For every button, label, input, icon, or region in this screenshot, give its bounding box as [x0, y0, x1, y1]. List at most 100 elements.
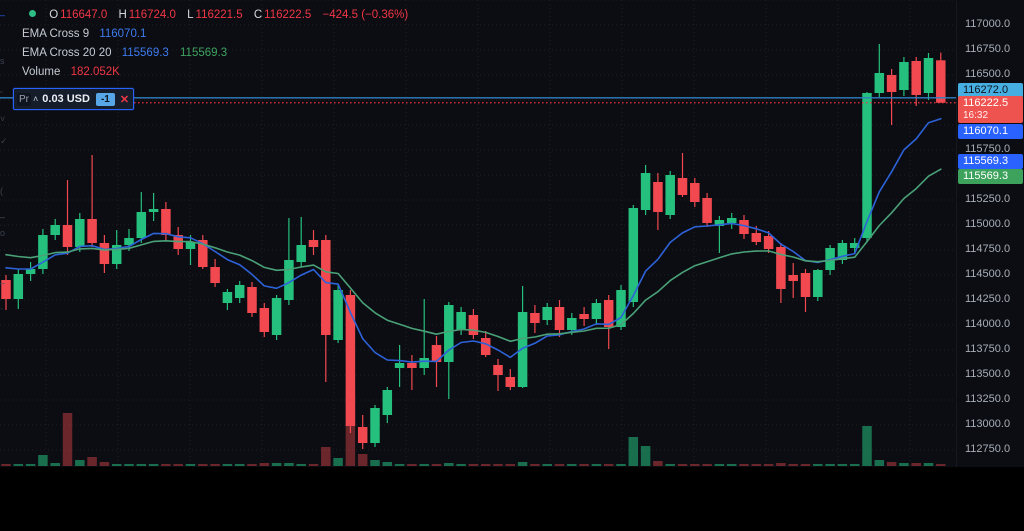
candle-body	[382, 390, 393, 415]
volume-bar	[468, 464, 479, 466]
candle-wick	[718, 216, 720, 253]
volume-bar	[394, 464, 405, 466]
volume-bar	[50, 463, 60, 466]
axis-price-label: 115000.0	[965, 218, 1011, 230]
volume-bar	[308, 464, 319, 466]
price-axis[interactable]: 117000.0 116750.0 116500.0 115750.0 115250.0…	[956, 0, 1024, 467]
tag-quantity-badge[interactable]: -1	[95, 92, 115, 106]
candle-body	[640, 173, 651, 210]
volume-bar	[517, 462, 528, 466]
candle-body	[185, 242, 196, 249]
volume-bar	[923, 463, 934, 466]
volume-bar	[370, 460, 380, 466]
close-value: 116222.5	[264, 9, 312, 21]
candle-body	[13, 274, 24, 299]
volume-bar	[198, 464, 208, 466]
candle-wick	[423, 299, 425, 375]
volume-bar	[75, 460, 85, 466]
chevron-up-icon[interactable]: ˄	[33, 94, 39, 104]
candle-body	[357, 427, 368, 443]
volume-bar	[862, 426, 872, 466]
toolbar-fragment-icon: ‒	[0, 10, 6, 20]
candle-wick	[411, 355, 413, 390]
volume-bar	[714, 464, 725, 466]
volume-bar	[788, 464, 798, 466]
change-value: −424.5 (−0.36%)	[322, 9, 409, 21]
candle-body	[849, 243, 860, 248]
volume-bar	[296, 464, 306, 466]
axis-price-label: 115750.0	[965, 143, 1011, 155]
chart-legend: O 116647.0 H 116724.0 L 116221.5 C 116222.5 …	[22, 6, 416, 82]
price-badge: 116272.0	[958, 82, 1023, 98]
volume-bar	[567, 464, 577, 466]
volume-bar	[271, 463, 282, 466]
volume-bar	[173, 464, 183, 466]
candle-body	[99, 243, 110, 264]
candle-body	[296, 245, 306, 262]
candle-body	[603, 300, 614, 327]
indicator-row-ema9[interactable]: EMA Cross 9 116070.1	[22, 25, 416, 44]
high-value: 116724.0	[128, 9, 176, 21]
volume-bar	[886, 462, 897, 466]
candle-body	[468, 315, 479, 335]
volume-bar	[480, 464, 491, 466]
close-icon[interactable]: ✕	[119, 93, 130, 106]
toolbar-fragment-icon: (	[0, 186, 3, 196]
indicator-row-ema20[interactable]: EMA Cross 20 20 115569.3 115569.3	[22, 44, 416, 63]
ohlc-legend-row[interactable]: O 116647.0 H 116724.0 L 116221.5 C 116222.5 …	[22, 6, 416, 25]
candle-body	[936, 60, 946, 103]
price-alert-tag[interactable]: Pr ˄ 0.03 USD -1 ✕	[13, 88, 135, 110]
volume-bar	[899, 463, 909, 466]
volume-bar	[616, 464, 626, 466]
volume-bar	[444, 463, 454, 466]
volume-bar	[234, 464, 245, 466]
volume-bar	[185, 464, 196, 466]
volume-bar	[456, 464, 466, 466]
volume-bar	[148, 464, 159, 466]
volume-bar	[222, 464, 233, 466]
volume-bar	[653, 461, 663, 466]
candle-body	[505, 377, 516, 387]
axis-price-label: 114000.0	[965, 318, 1011, 330]
volume-bar	[800, 464, 811, 466]
candle-wick	[66, 180, 69, 255]
candle-body	[431, 345, 442, 362]
axis-price-label: 113250.0	[965, 393, 1011, 405]
bottom-panel	[0, 467, 1024, 531]
candle-body	[148, 209, 159, 212]
candle-wick	[91, 155, 93, 247]
axis-price-label: 115250.0	[965, 193, 1011, 205]
candle-body	[886, 75, 897, 92]
volume-bar	[776, 463, 786, 466]
volume-bar	[99, 462, 110, 466]
candle-body	[862, 93, 872, 238]
candle-body	[911, 61, 921, 95]
low-label: L	[187, 9, 194, 21]
candle-body	[874, 73, 885, 93]
volume-bar	[849, 464, 860, 466]
bar-countdown: 16:32	[963, 109, 989, 121]
axis-price-label: 116750.0	[965, 43, 1011, 55]
candle-body	[247, 287, 257, 313]
volume-bar	[702, 464, 712, 466]
ema9-label: EMA Cross 9	[22, 28, 90, 40]
candle-body	[813, 270, 823, 297]
candle-body	[444, 305, 454, 362]
indicator-row-volume[interactable]: Volume 182.052K	[22, 63, 416, 82]
candle-body	[776, 247, 786, 289]
toolbar-fragment-icon: o	[0, 228, 6, 238]
candle-body	[665, 175, 675, 215]
candle-wick	[300, 217, 302, 267]
candle-wick	[891, 69, 893, 125]
drawing-toolbar-edge[interactable]: ‒ s ˘ ˅ ✓ (‒ o ‒ ˯	[0, 0, 9, 467]
open-label: O	[49, 9, 59, 21]
candle-body	[567, 318, 577, 330]
candle-wick	[153, 193, 155, 221]
axis-price-label: 113000.0	[965, 418, 1011, 430]
price-chart[interactable]	[0, 0, 956, 467]
volume-bar	[665, 464, 675, 466]
volume-bar	[837, 464, 848, 466]
candle-body	[517, 312, 528, 387]
volume-bar	[13, 464, 24, 466]
candle-body	[62, 225, 73, 247]
